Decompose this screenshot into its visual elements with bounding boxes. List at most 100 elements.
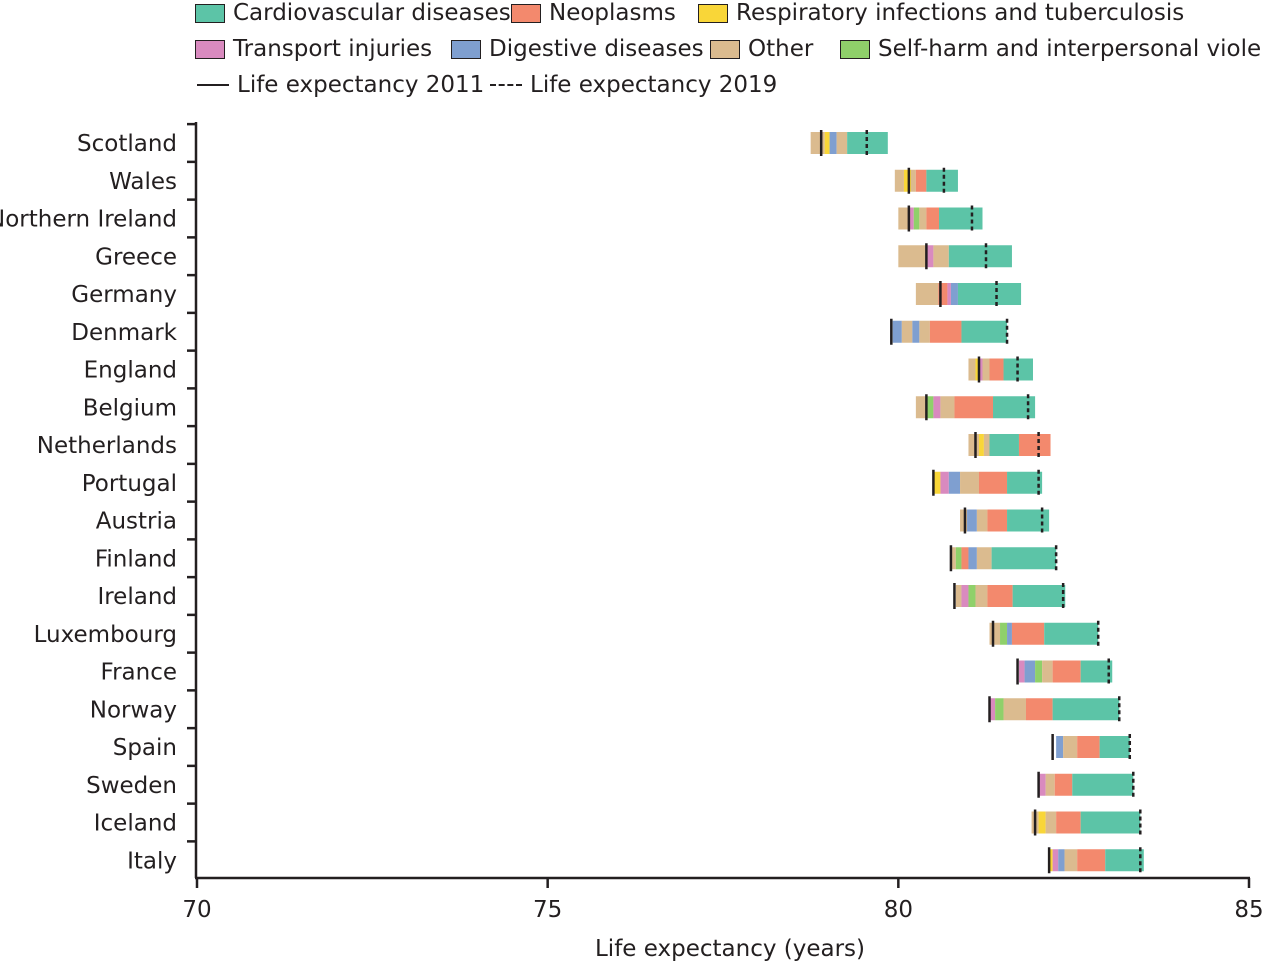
country-label-wales: Wales bbox=[109, 169, 177, 195]
bar-segment-luxembourg-dig bbox=[1007, 622, 1012, 645]
country-label-northern-ireland: Northern Ireland bbox=[0, 207, 177, 233]
bar-segment-denmark-other bbox=[919, 320, 930, 343]
bar-segment-spain-other bbox=[1063, 736, 1078, 758]
bar-segment-portugal-resp bbox=[933, 471, 941, 494]
bar-segment-netherlands-cardio bbox=[989, 434, 1019, 456]
bar-segment-denmark-cardio bbox=[961, 320, 1008, 343]
bar-segment-austria-other bbox=[976, 509, 988, 532]
bar-segment-wales-resp bbox=[903, 169, 911, 192]
legend-item-le-2011: Life expectancy 2011 bbox=[197, 72, 484, 98]
bar-segment-denmark-dig bbox=[912, 320, 920, 343]
legend-swatch-self-harm bbox=[840, 39, 870, 59]
legend-label-other: Other bbox=[748, 36, 814, 62]
legend-swatch-respiratory bbox=[698, 3, 728, 23]
bar-segment-ireland-trans bbox=[961, 585, 969, 607]
country-label-greece: Greece bbox=[95, 244, 177, 270]
bar-segment-netherlands-neo bbox=[1018, 434, 1051, 456]
bar-segment-finland-cardio bbox=[991, 547, 1057, 570]
country-label-italy: Italy bbox=[127, 848, 177, 874]
bar-segment-ireland-cardio bbox=[1012, 585, 1066, 607]
legend-item-cardiovascular: Cardiovascular diseases bbox=[195, 0, 511, 26]
bar-segment-denmark-neo bbox=[929, 320, 962, 343]
bar-segment-england-neo bbox=[989, 358, 1004, 381]
x-ticks: 70 75 80 85 bbox=[182, 878, 1263, 923]
bar-segment-austria-other bbox=[960, 509, 968, 532]
bar-segment-ireland-neo bbox=[987, 585, 1013, 607]
x-axis-title: Life expectancy (years) bbox=[595, 936, 865, 962]
bar-segment-finland-other bbox=[950, 547, 956, 570]
x-tick-label-70: 70 bbox=[182, 897, 211, 923]
bar-segment-scotland-other bbox=[810, 132, 825, 154]
bar-segment-italy-cardio bbox=[1105, 849, 1144, 872]
bar-segment-sweden-trans bbox=[1038, 773, 1046, 796]
bar-segment-northern-ireland-trans bbox=[908, 207, 914, 230]
bar-segment-netherlands-other bbox=[983, 434, 990, 456]
country-label-england: England bbox=[84, 358, 177, 384]
country-label-belgium: Belgium bbox=[83, 395, 177, 421]
country-label-ireland: Ireland bbox=[97, 584, 177, 610]
bar-segment-belgium-neo bbox=[954, 396, 994, 419]
bar-segment-italy-neo bbox=[1077, 849, 1106, 872]
bar-segment-france-self bbox=[1035, 660, 1043, 683]
bar-segment-france-neo bbox=[1052, 660, 1081, 683]
bar-segment-portugal-trans bbox=[940, 471, 949, 494]
country-label-scotland: Scotland bbox=[77, 131, 177, 157]
life-expectancy-markers bbox=[819, 130, 1142, 874]
legend-label-neoplasms: Neoplasms bbox=[549, 0, 676, 26]
chart-legend: Cardiovascular diseases Neoplasms Respir… bbox=[195, 0, 1263, 100]
axes-layer bbox=[194, 122, 1250, 880]
bar-segment-denmark-other bbox=[901, 320, 913, 343]
bar-segment-england-other bbox=[968, 358, 976, 381]
bar-segment-germany-cardio bbox=[957, 283, 1022, 305]
bar-segment-finland-self bbox=[955, 547, 962, 570]
bar-segment-sweden-other bbox=[1045, 773, 1055, 796]
bar-segment-england-cardio bbox=[1003, 358, 1033, 381]
bar-segment-italy-dig bbox=[1058, 849, 1065, 872]
bar-segment-norway-other bbox=[1003, 698, 1026, 721]
bar-segment-greece-cardio bbox=[948, 245, 1012, 268]
bar-segment-england-resp bbox=[975, 358, 979, 381]
country-label-portugal: Portugal bbox=[82, 471, 177, 497]
bar-segment-northern-ireland-neo bbox=[926, 207, 940, 230]
bar-segment-northern-ireland-other bbox=[898, 207, 909, 230]
x-tick-label-85: 85 bbox=[1234, 897, 1263, 923]
country-label-iceland: Iceland bbox=[94, 811, 177, 837]
bar-segment-sweden-cardio bbox=[1072, 773, 1134, 796]
country-label-germany: Germany bbox=[71, 282, 177, 308]
legend-dashed-line bbox=[490, 84, 522, 86]
bar-segment-austria-cardio bbox=[1007, 509, 1050, 532]
bar-segment-france-dig bbox=[1024, 660, 1036, 683]
bar-segment-iceland-cardio bbox=[1080, 811, 1141, 834]
bar-segment-greece-trans bbox=[926, 245, 934, 268]
bar-segment-luxembourg-other bbox=[989, 622, 1001, 645]
bar-segment-belgium-self bbox=[926, 396, 934, 419]
bar-segment-france-other bbox=[1042, 660, 1053, 683]
country-label-netherlands: Netherlands bbox=[37, 433, 177, 459]
bar-segment-wales-other bbox=[894, 169, 904, 192]
bar-segment-france-cardio bbox=[1080, 660, 1113, 683]
legend-swatch-digestive bbox=[451, 39, 481, 59]
bar-segment-luxembourg-self bbox=[1000, 622, 1008, 645]
bar-segment-finland-dig bbox=[968, 547, 977, 570]
legend-item-respiratory: Respiratory infections and tuberculosis bbox=[698, 0, 1184, 26]
bar-segment-belgium-trans bbox=[933, 396, 941, 419]
bar-segment-scotland-cardio bbox=[847, 132, 888, 154]
legend-swatch-cardiovascular bbox=[195, 3, 225, 23]
country-label-sweden: Sweden bbox=[86, 773, 177, 799]
bar-segment-scotland-resp bbox=[824, 132, 830, 154]
country-label-denmark: Denmark bbox=[71, 320, 177, 346]
bar-segment-scotland-dig bbox=[829, 132, 837, 154]
bar-segment-england-trans bbox=[978, 358, 983, 381]
bar-segment-spain-neo bbox=[1077, 736, 1100, 758]
bar-segment-norway-neo bbox=[1025, 698, 1053, 721]
legend-label-self-harm: Self-harm and interpersonal violence bbox=[878, 36, 1263, 62]
bar-segment-austria-neo bbox=[987, 509, 1008, 532]
bar-segment-iceland-other bbox=[1045, 811, 1057, 834]
legend-label-digestive: Digestive diseases bbox=[489, 36, 704, 62]
bar-segment-greece-other bbox=[933, 245, 949, 268]
legend-solid-line bbox=[197, 84, 229, 86]
bar-segment-germany-neo bbox=[938, 283, 948, 305]
bar-segment-belgium-cardio bbox=[993, 396, 1036, 419]
country-label-france: France bbox=[101, 660, 177, 686]
bar-segment-england-other bbox=[982, 358, 990, 381]
